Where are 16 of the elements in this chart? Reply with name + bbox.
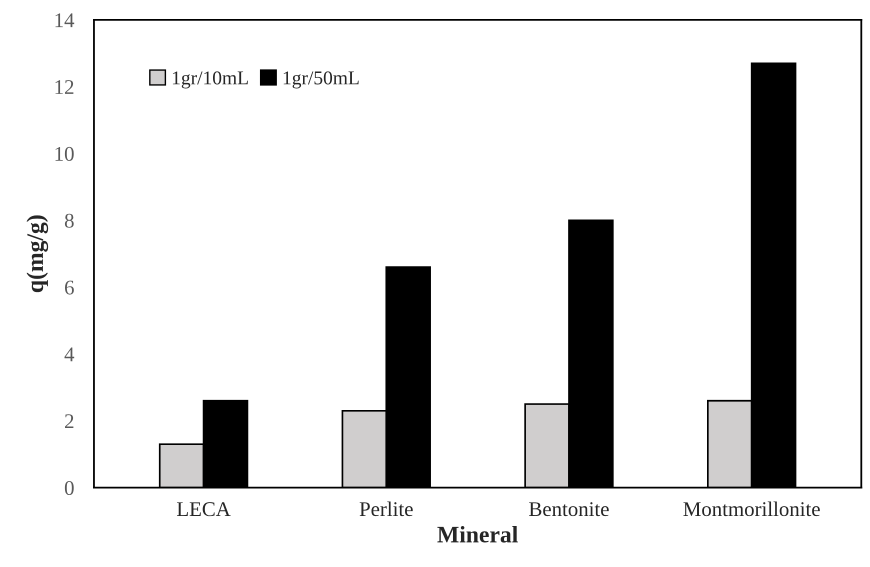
- legend-label: 1gr/50mL: [284, 71, 359, 88]
- y-tick-label: 12: [56, 80, 74, 94]
- y-tick-label: 10: [56, 146, 74, 161]
- y-tick-label: 8: [64, 214, 74, 228]
- y-tick-label: 4: [64, 347, 74, 362]
- y-tick-label: 0: [64, 480, 74, 496]
- x-tick-label: Montmorillonite: [683, 502, 820, 516]
- x-tick-label: Perlite: [360, 502, 413, 516]
- y-tick-label: 14: [56, 13, 74, 28]
- x-tick-label: LECA: [176, 502, 231, 516]
- legend-label: 1gr/10mL: [172, 71, 248, 88]
- y-tick-label: 6: [64, 280, 74, 295]
- x-axis-title: Mineral: [437, 526, 518, 543]
- x-tick-label: Bentonite: [529, 502, 609, 516]
- y-axis-title: q(mg/g): [26, 215, 48, 292]
- y-tick-label: 2: [65, 414, 74, 428]
